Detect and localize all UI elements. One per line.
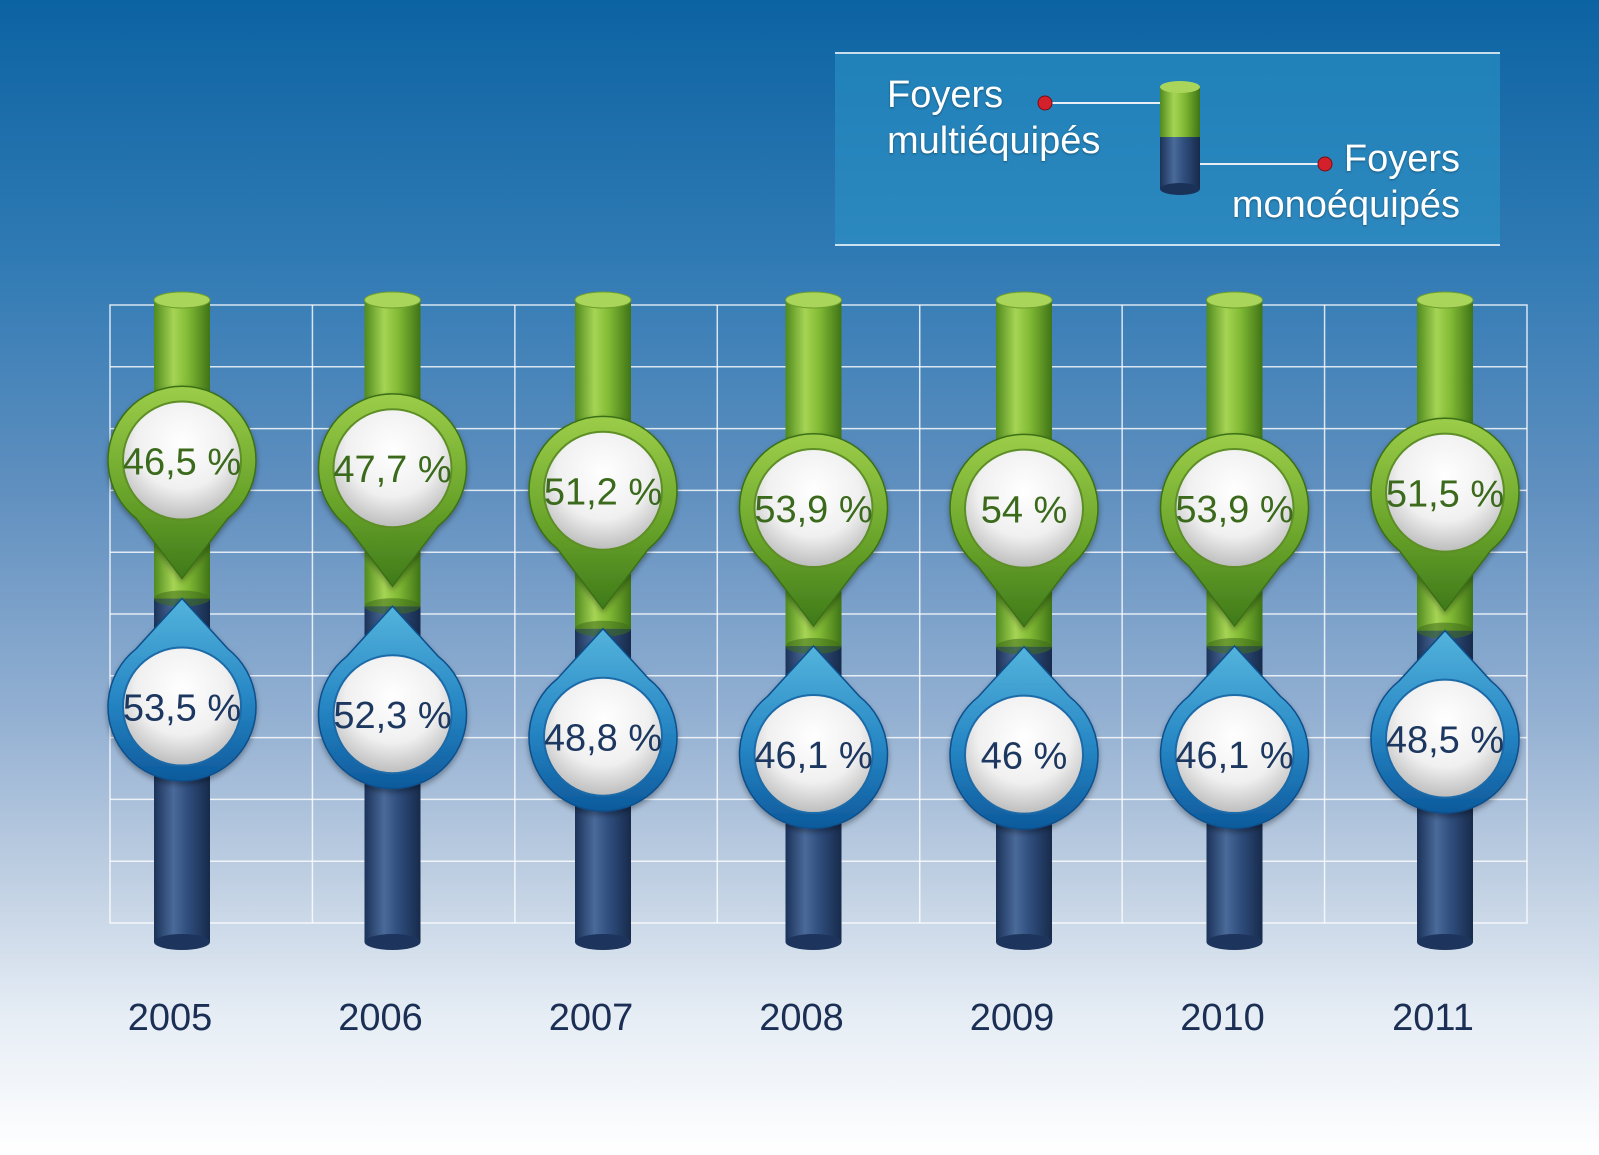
value-label-multiequipes: 54 %	[981, 490, 1068, 532]
value-label-multiequipes: 53,9 %	[754, 489, 872, 531]
marker-multiequipes: 51,2 %	[528, 415, 678, 610]
legend-swatch-bottom	[1160, 183, 1200, 195]
marker-monoequipes-disc	[332, 654, 453, 775]
legend-swatch-multi	[1160, 87, 1200, 137]
marker-monoequipes: 46,1 %	[738, 644, 889, 830]
legend-multi-line2: multiéquipés	[887, 120, 1101, 162]
marker-multiequipes: 51,5 %	[1370, 417, 1520, 612]
value-label-multiequipes: 53,9 %	[1175, 489, 1293, 531]
legend-mono-line1: Foyers	[1343, 138, 1460, 180]
bar-top-cap	[153, 291, 211, 309]
marker-multiequipes-disc	[1385, 432, 1505, 553]
bar-base-cap	[1206, 934, 1263, 950]
legend: Foyers multiéquipés Foyers monoéquipés	[835, 52, 1500, 246]
x-tick-label: 2005	[128, 997, 213, 1039]
value-label-multiequipes: 46,5 %	[123, 442, 241, 484]
bar-top-cap	[1206, 291, 1263, 309]
x-tick-label: 2008	[759, 997, 844, 1039]
bar-base-cap	[364, 934, 421, 950]
bar-base-cap	[154, 934, 210, 950]
legend-graphic	[1037, 81, 1333, 195]
legend-mono-line2: monoéquipés	[1231, 184, 1460, 226]
legend-label-monoequipes: Foyers monoéquipés	[1232, 136, 1460, 228]
value-label-multiequipes: 51,5 %	[1386, 474, 1504, 516]
marker-monoequipes-disc	[543, 676, 663, 797]
x-tick-label: 2009	[970, 997, 1055, 1039]
marker-multiequipes: 53,9 %	[738, 432, 889, 628]
legend-label-multiequipes: Foyers multiéquipés	[887, 72, 1100, 164]
value-label-monoequipes: 46,1 %	[1175, 735, 1293, 777]
legend-multi-line1: Foyers	[887, 74, 1004, 116]
marker-multiequipes-disc	[332, 408, 453, 529]
x-tick-label: 2010	[1180, 997, 1265, 1039]
marker-monoequipes-disc	[122, 646, 242, 767]
value-label-monoequipes: 48,8 %	[544, 718, 662, 760]
marker-multiequipes-disc	[753, 448, 874, 569]
legend-swatch-mono	[1160, 137, 1200, 189]
x-tick-label: 2007	[549, 997, 634, 1039]
marker-multiequipes-disc	[543, 430, 663, 551]
value-label-monoequipes: 46,1 %	[754, 735, 872, 777]
marker-multiequipes-disc	[964, 448, 1084, 569]
marker-multiequipes: 53,9 %	[1159, 432, 1310, 628]
bar-top-cap	[364, 291, 421, 309]
legend-cylinder-icon	[1160, 81, 1200, 195]
marker-monoequipes: 46,1 %	[1159, 644, 1310, 830]
marker-multiequipes: 46,5 %	[107, 385, 257, 580]
value-label-multiequipes: 51,2 %	[544, 472, 662, 514]
marker-monoequipes-disc	[964, 694, 1084, 815]
marker-monoequipes: 52,3 %	[317, 605, 468, 790]
value-label-multiequipes: 47,7 %	[333, 449, 451, 491]
value-markers: 46,5 % 53,5 % 47,7 % 52,3 % 51,2 % 48,8 % 53,9…	[107, 385, 1520, 830]
value-label-monoequipes: 53,5 %	[123, 688, 241, 730]
value-label-monoequipes: 46 %	[981, 736, 1068, 778]
bar-base-cap	[575, 934, 631, 950]
value-label-monoequipes: 48,5 %	[1386, 720, 1504, 762]
x-axis: 2005 2006 2007 2008 2009 2010 2011	[128, 997, 1474, 1039]
marker-monoequipes: 53,5 %	[107, 597, 257, 782]
marker-multiequipes: 54 %	[949, 433, 1099, 628]
bar-top-cap	[574, 291, 632, 309]
bar-base-cap	[1417, 934, 1473, 950]
marker-monoequipes: 48,5 %	[1370, 629, 1520, 814]
legend-swatch-top	[1160, 81, 1200, 93]
marker-multiequipes: 47,7 %	[317, 393, 468, 588]
x-tick-label: 2006	[338, 997, 423, 1039]
bar-top-cap	[995, 291, 1053, 309]
bar-base-cap	[996, 934, 1052, 950]
marker-monoequipes: 48,8 %	[528, 627, 678, 812]
legend-dot-multi	[1037, 95, 1053, 111]
marker-multiequipes-disc	[122, 400, 242, 521]
value-label-monoequipes: 52,3 %	[333, 695, 451, 737]
marker-multiequipes-disc	[1174, 448, 1295, 569]
marker-monoequipes: 46 %	[949, 645, 1099, 830]
legend-dot-mono	[1317, 156, 1333, 172]
x-tick-label: 2011	[1392, 997, 1474, 1039]
marker-monoequipes-disc	[753, 694, 874, 815]
bar-top-cap	[1416, 291, 1474, 309]
marker-monoequipes-disc	[1385, 678, 1505, 799]
bar-top-cap	[785, 291, 842, 309]
bar-base-cap	[785, 934, 842, 950]
marker-monoequipes-disc	[1174, 694, 1295, 815]
